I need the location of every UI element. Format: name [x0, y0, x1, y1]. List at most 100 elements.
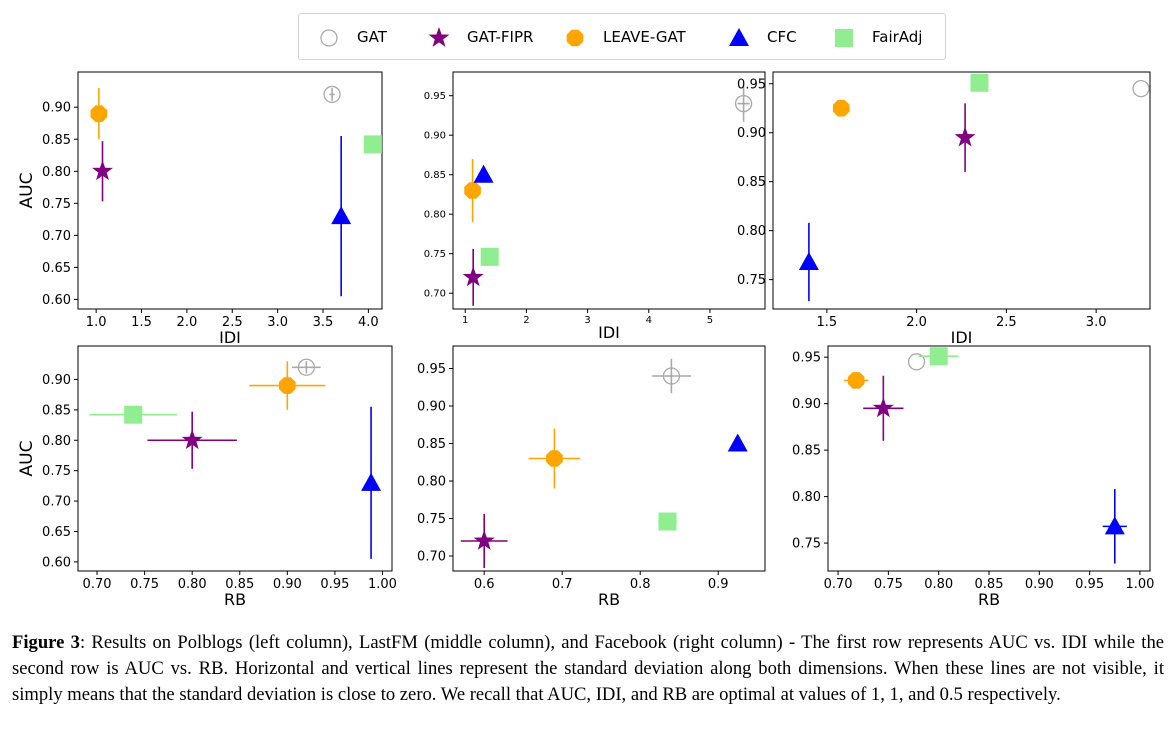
legend-marker-octagon [566, 29, 584, 46]
x-axis-label: IDI [219, 328, 241, 347]
figure: 1.0 1.5 2.0 2.5 3.0 3.5 4.0 0.60 0.65 0.70 0.75 0.8… [17, 71, 1154, 609]
plot-frame [77, 71, 383, 310]
figure-svg: 1.0 1.5 2.0 2.5 3.0 3.5 4.00.600.650.700.750.8… [17, 71, 1154, 609]
legend-marker [729, 27, 749, 46]
chart-panel: 1.5 2.0 2.5 3.0 0.75 0.80 0.85 0.90 0.95 IDI [737, 71, 1151, 347]
chart-panel: 0.70 0.75 0.80 0.85 0.90 0.95 1.00 0.60 0.65 0.70… [17, 345, 397, 609]
marker-fairadj [970, 73, 989, 92]
y-tick-label: 0.75 [737, 273, 766, 288]
plot-frame [827, 345, 1151, 572]
x-tick-label: 4.0 [358, 315, 379, 330]
marker-leave-gat [464, 182, 481, 199]
x-tick-label: 2.5 [222, 315, 243, 330]
x-tick-label: 0.70 [824, 577, 853, 592]
y-axis-label: AUC [17, 173, 37, 209]
plot-frame [452, 71, 766, 310]
x-tick-label: 0.6 [474, 577, 495, 592]
y-tick-label: 0.95 [417, 362, 446, 377]
data-point-fairadj [363, 135, 382, 154]
y-tick-label: 0.75 [42, 464, 71, 479]
x-tick-label: 1.5 [817, 315, 838, 330]
data-point-gat-fipr [863, 375, 904, 441]
y-tick-label: 0.90 [42, 101, 71, 116]
x-tick-label: 0.90 [273, 577, 302, 592]
marker-fairadj [363, 135, 382, 154]
marker-gat-fipr [872, 397, 894, 418]
y-tick-label: 0.90 [42, 373, 71, 388]
legend-marker-open-circle [320, 28, 338, 47]
data-point-leave-gat [528, 428, 581, 489]
data-point-gat [1132, 79, 1150, 98]
y-axis-label: AUC [17, 441, 37, 477]
x-tick-label: 3.0 [267, 315, 288, 330]
x-tick-label: 0.95 [320, 577, 349, 592]
x-tick-label: 1.00 [1125, 577, 1154, 592]
marker-leave-gat [832, 99, 850, 117]
x-axis-label: IDI [951, 328, 973, 347]
y-tick-label: 0.75 [424, 249, 446, 260]
y-tick-label: 0.85 [42, 133, 71, 148]
data-point-gat-fipr [147, 411, 237, 469]
data-point-leave-gat [249, 361, 326, 410]
marker-cfc [798, 251, 819, 270]
data-point-gat [292, 358, 321, 376]
y-tick-label: 0.65 [42, 261, 71, 276]
legend-label: FairAdj [872, 27, 923, 46]
y-tick-label: 0.70 [424, 289, 446, 300]
x-tick-label: 0.75 [874, 577, 903, 592]
x-tick-label: 3.5 [313, 315, 334, 330]
plot-frame [77, 345, 393, 572]
y-tick-label: 0.85 [424, 170, 446, 181]
data-point-fairadj [89, 405, 177, 424]
data-point-cfc [1102, 489, 1127, 564]
y-tick-label: 0.90 [792, 397, 821, 412]
x-tick-label: 0.9 [708, 577, 729, 592]
data-point-gat-fipr [954, 103, 976, 172]
data-point-cfc [727, 433, 748, 452]
legend-label: CFC [767, 27, 797, 46]
legend-label: GAT-FIPR [467, 27, 534, 46]
y-tick-label: 0.95 [792, 351, 821, 366]
legend-item: CFC [725, 14, 797, 59]
x-tick-label: 1.5 [131, 315, 152, 330]
data-point-gat-fipr [462, 248, 484, 306]
y-tick-label: 0.80 [417, 475, 446, 490]
y-tick-label: 0.90 [417, 400, 446, 415]
data-point-cfc [331, 136, 352, 297]
marker-gat-fipr [462, 266, 484, 287]
legend-marker-square [835, 28, 853, 47]
marker-leave-gat [847, 372, 865, 389]
marker-fairadj [929, 347, 948, 366]
y-tick-label: 0.65 [42, 525, 71, 540]
data-point-gat [907, 353, 926, 371]
x-tick-label: 0.85 [225, 577, 254, 592]
marker-gat [907, 353, 926, 371]
marker-fairadj [124, 405, 143, 424]
data-point-gat [651, 358, 691, 394]
x-tick-label: 4 [646, 315, 652, 326]
x-axis-label: IDI [598, 323, 620, 342]
y-tick-label: 0.70 [42, 495, 71, 510]
y-tick-label: 0.75 [792, 537, 821, 552]
x-tick-label: 0.80 [178, 577, 207, 592]
data-point-leave-gat [832, 99, 850, 117]
x-tick-label: 1.00 [368, 577, 397, 592]
y-tick-label: 0.85 [417, 437, 446, 452]
y-tick-label: 0.75 [417, 512, 446, 527]
x-axis-label: RB [978, 590, 1000, 609]
x-tick-label: 0.80 [924, 577, 953, 592]
marker-cfc [361, 472, 382, 491]
data-point-cfc [361, 406, 382, 559]
chart-panel: 0.6 0.7 0.8 0.9 0.70 0.75 0.80 0.85 0.90 0.95 RB [417, 345, 766, 609]
plot-frame [452, 345, 766, 572]
x-tick-label: 0.85 [975, 577, 1004, 592]
legend-marker [835, 28, 853, 47]
x-tick-label: 0.8 [630, 577, 651, 592]
x-tick-label: 0.95 [1075, 577, 1104, 592]
data-point-gat [734, 85, 753, 122]
legend-marker [566, 29, 584, 46]
y-tick-label: 0.95 [424, 91, 446, 102]
legend-marker [428, 26, 450, 47]
data-point-leave-gat [90, 88, 108, 140]
data-point-fairadj [918, 347, 959, 366]
